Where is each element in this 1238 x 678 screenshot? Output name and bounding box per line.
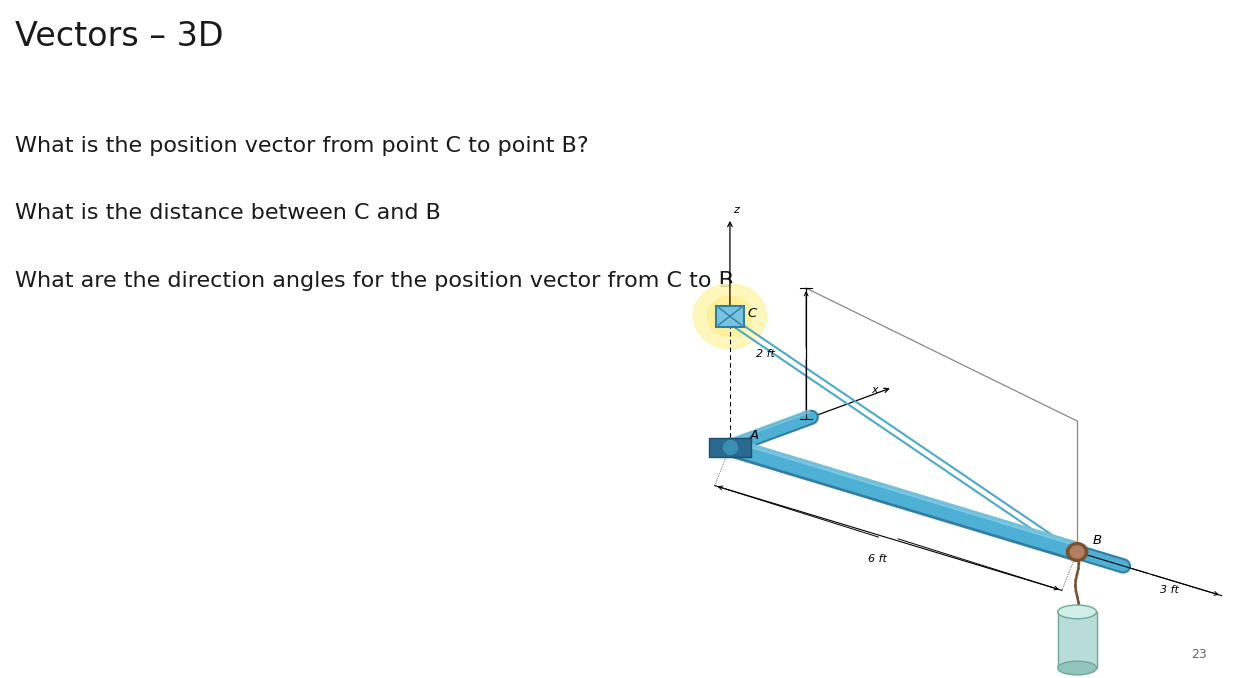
Text: C: C [748,306,756,319]
Text: 3 ft: 3 ft [1160,585,1179,595]
Text: 23: 23 [1191,648,1207,661]
Circle shape [1066,542,1088,561]
Text: What are the direction angles for the position vector from C to B: What are the direction angles for the po… [15,271,734,291]
Text: 2 ft: 2 ft [755,348,775,359]
Text: x: x [872,386,879,395]
Polygon shape [716,306,744,327]
Circle shape [1070,546,1084,558]
Text: A: A [750,429,759,443]
Text: z: z [733,205,739,215]
Circle shape [693,284,766,348]
Circle shape [707,296,753,336]
Polygon shape [1057,612,1097,668]
Text: 6 ft: 6 ft [868,553,888,563]
Polygon shape [709,438,751,456]
Ellipse shape [1057,661,1097,675]
Text: B: B [1093,534,1102,547]
Text: What is the distance between C and B: What is the distance between C and B [15,203,441,223]
Text: Vectors – 3D: Vectors – 3D [15,20,224,54]
Ellipse shape [1057,605,1097,619]
Text: What is the position vector from point C to point B?: What is the position vector from point C… [15,136,588,155]
